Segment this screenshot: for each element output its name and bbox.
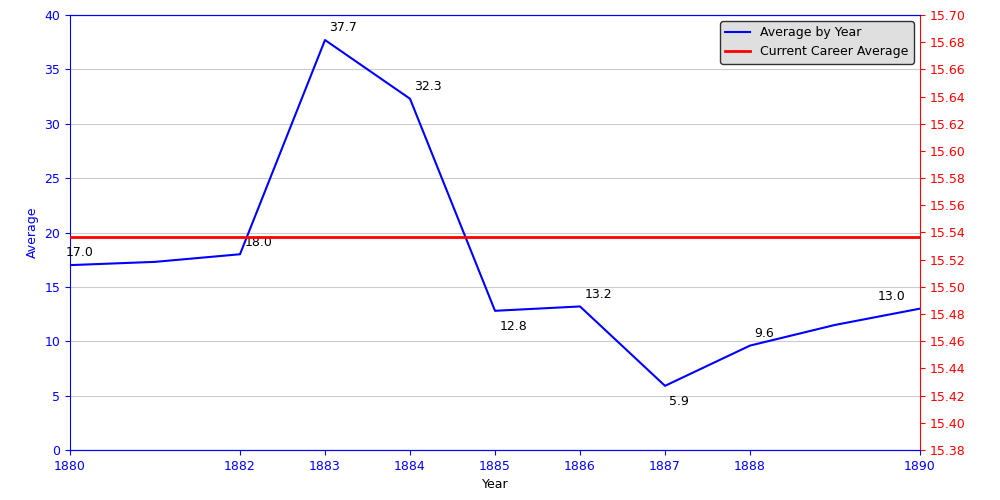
Average by Year [149,259,161,265]
Line: Average by Year: Average by Year [70,40,920,386]
Average by Year [574,304,586,310]
Text: 9.6: 9.6 [754,327,774,340]
Text: 37.7: 37.7 [329,22,357,35]
Text: 32.3: 32.3 [414,80,442,93]
Average by Year [659,383,671,389]
Average by Year [404,96,416,102]
Y-axis label: Average: Average [26,207,39,258]
Text: 13.2: 13.2 [584,288,612,300]
Text: 18.0: 18.0 [244,236,272,248]
Average by Year [319,37,331,43]
Text: 13.0: 13.0 [878,290,905,303]
Text: 17.0: 17.0 [66,246,94,260]
Average by Year [234,251,246,257]
X-axis label: Year: Year [482,478,508,492]
Legend: Average by Year, Current Career Average: Average by Year, Current Career Average [720,21,914,63]
Text: 5.9: 5.9 [669,396,689,408]
Text: 12.8: 12.8 [499,320,527,334]
Average by Year [744,342,756,348]
Average by Year [914,306,926,312]
Average by Year [829,322,841,328]
Average by Year [489,308,501,314]
Average by Year [64,262,76,268]
